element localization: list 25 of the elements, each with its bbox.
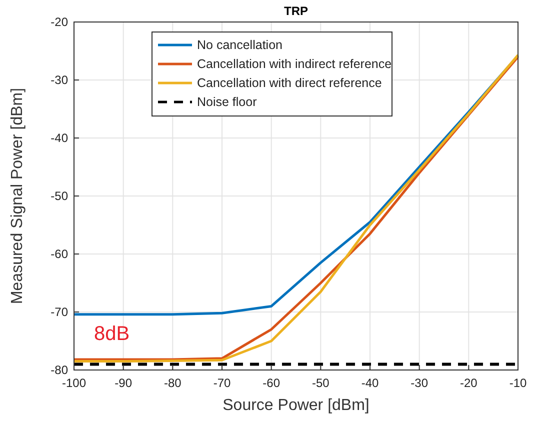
legend-label: Cancellation with direct reference [197, 76, 382, 90]
x-tick-label: -30 [410, 376, 428, 390]
x-tick-label: -60 [262, 376, 280, 390]
x-tick-label: -40 [361, 376, 379, 390]
x-tick-label: -20 [460, 376, 478, 390]
y-tick-label: -50 [50, 189, 68, 203]
chart-title: TRP [284, 4, 308, 18]
legend-label: No cancellation [197, 38, 283, 52]
x-axis-title: Source Power [dBm] [222, 397, 370, 414]
y-tick-label: -30 [50, 73, 68, 87]
x-tick-label: -80 [164, 376, 182, 390]
legend-label: Cancellation with indirect reference [197, 57, 392, 71]
y-tick-label: -60 [50, 247, 68, 261]
legend-label: Noise floor [197, 95, 257, 109]
x-tick-label: -90 [114, 376, 132, 390]
x-tick-label: -10 [509, 376, 527, 390]
y-tick-label: -20 [50, 15, 68, 29]
x-tick-label: -70 [213, 376, 231, 390]
y-tick-label: -70 [50, 305, 68, 319]
y-tick-label: -40 [50, 131, 68, 145]
y-tick-label: -80 [50, 363, 68, 377]
y-axis-title: Measured Signal Power [dBm] [9, 88, 26, 304]
x-tick-label: -50 [312, 376, 330, 390]
x-tick-label: -100 [62, 376, 86, 390]
annotation: 8dB [94, 323, 130, 345]
